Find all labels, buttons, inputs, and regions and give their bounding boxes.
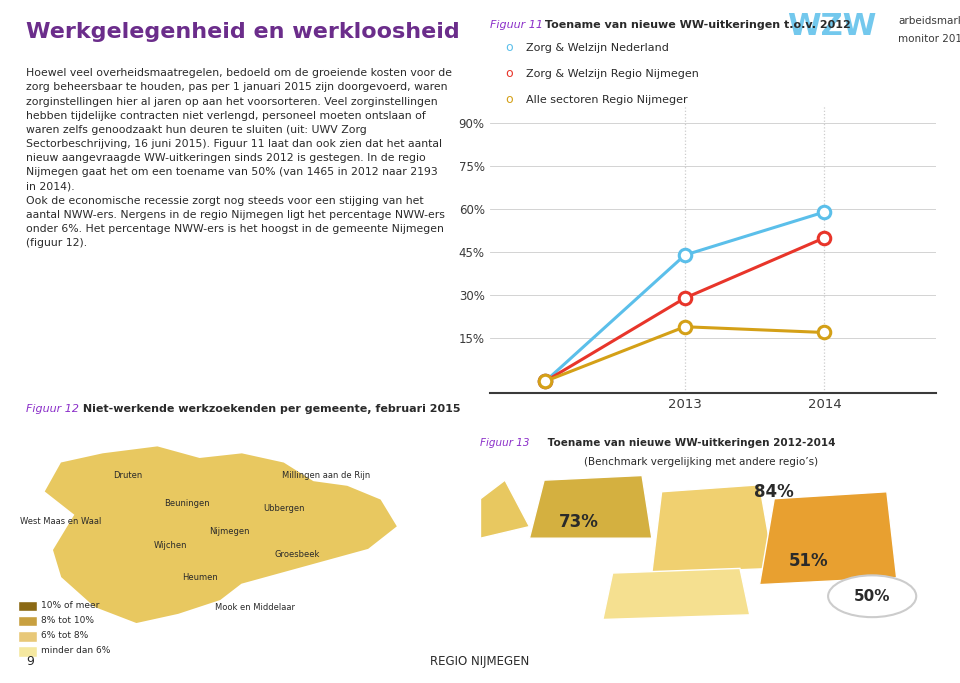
Text: o: o [505, 93, 513, 107]
Text: REGIO NIJMEGEN: REGIO NIJMEGEN [430, 655, 530, 668]
Polygon shape [603, 568, 750, 619]
Polygon shape [530, 475, 652, 538]
Text: 8% tot 10%: 8% tot 10% [41, 616, 94, 625]
Bar [18, 601, 37, 611]
Text: Ubbergen: Ubbergen [263, 503, 305, 512]
Text: Millingen aan de Rijn: Millingen aan de Rijn [282, 471, 371, 480]
Text: Beuningen: Beuningen [164, 499, 210, 508]
Text: Hoewel veel overheidsmaatregelen, bedoeld om de groeiende kosten voor de
zorg be: Hoewel veel overheidsmaatregelen, bedoel… [26, 68, 452, 248]
Text: o: o [505, 41, 513, 55]
Text: 84%: 84% [755, 483, 794, 501]
Text: West Maas en Waal: West Maas en Waal [19, 518, 101, 527]
Text: Figuur 13: Figuur 13 [481, 438, 530, 448]
Text: Zorg & Welzijn Nederland: Zorg & Welzijn Nederland [526, 43, 669, 53]
Polygon shape [652, 485, 774, 573]
Text: Heumen: Heumen [181, 573, 218, 582]
Polygon shape [43, 445, 398, 624]
Text: Groesbeek: Groesbeek [275, 550, 320, 559]
Text: Wijchen: Wijchen [154, 541, 187, 550]
Text: o: o [505, 67, 513, 81]
Text: Toename van nieuwe WW-uitkeringen t.o.v. 2012: Toename van nieuwe WW-uitkeringen t.o.v.… [541, 20, 852, 31]
Text: monitor 2015: monitor 2015 [899, 34, 960, 44]
Text: WZW: WZW [787, 12, 876, 41]
Text: Niet-werkende werkzoekenden per gemeente, februari 2015: Niet-werkende werkzoekenden per gemeente… [79, 404, 460, 415]
Text: Druten: Druten [113, 471, 142, 480]
Text: Figuur 12: Figuur 12 [26, 404, 79, 415]
Text: Mook en Middelaar: Mook en Middelaar [215, 603, 295, 613]
Bar [18, 646, 37, 656]
Bar [18, 616, 37, 626]
Text: Werkgelegenheid en werkloosheid: Werkgelegenheid en werkloosheid [26, 22, 460, 42]
Text: 9: 9 [26, 655, 34, 668]
Bar [18, 631, 37, 641]
Text: 73%: 73% [559, 513, 598, 531]
Text: arbeidsmarkt: arbeidsmarkt [899, 16, 960, 27]
Polygon shape [759, 492, 897, 585]
Text: minder dan 6%: minder dan 6% [41, 646, 110, 655]
Text: 6% tot 8%: 6% tot 8% [41, 631, 88, 640]
Text: Toename van nieuwe WW-uitkeringen 2012-2014: Toename van nieuwe WW-uitkeringen 2012-2… [544, 438, 835, 448]
Text: Figuur 11: Figuur 11 [490, 20, 542, 31]
Polygon shape [481, 480, 530, 538]
Text: Zorg & Welzijn Regio Nijmegen: Zorg & Welzijn Regio Nijmegen [526, 69, 699, 79]
Text: Alle sectoren Regio Nijmeger: Alle sectoren Regio Nijmeger [526, 95, 687, 104]
Text: 50%: 50% [853, 589, 891, 604]
Text: Nijmegen: Nijmegen [209, 527, 250, 535]
Text: 51%: 51% [789, 553, 828, 570]
Circle shape [828, 575, 916, 617]
Text: (Benchmark vergelijking met andere regio’s): (Benchmark vergelijking met andere regio… [584, 457, 818, 467]
Text: 10% of meer: 10% of meer [41, 601, 100, 610]
